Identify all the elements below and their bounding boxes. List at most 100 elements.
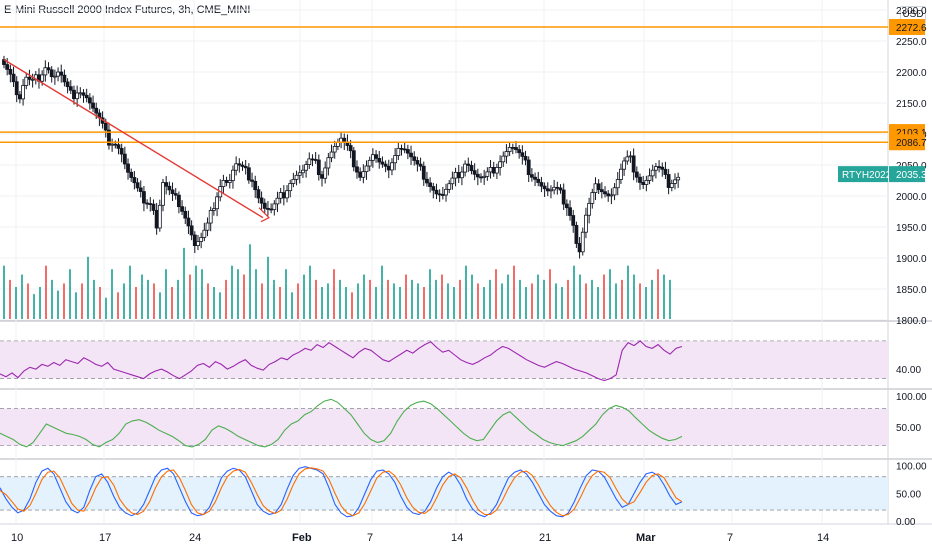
candle-body [307, 158, 312, 165]
volume-bar [567, 279, 569, 319]
candle-body [11, 73, 16, 83]
candle-body [304, 164, 309, 171]
candle-body [183, 210, 188, 219]
candle-body [460, 171, 464, 179]
candle-body [437, 193, 442, 196]
candle-body [215, 196, 219, 210]
candle-body [281, 192, 286, 199]
volume-bar [39, 287, 41, 319]
indicator-tick-label: 40.00 [896, 365, 921, 376]
candle-body [256, 189, 261, 199]
candle-body [479, 176, 483, 179]
candle-body [113, 143, 118, 146]
price-level-label: 2086.7 [896, 138, 927, 149]
candle-body [504, 151, 509, 157]
candle-body [647, 175, 652, 181]
volume-bar [555, 283, 557, 319]
candle-body [529, 174, 534, 178]
price-axis[interactable]: 2300.02250.02200.02150.02100.02050.02000… [896, 6, 927, 528]
candle-body [46, 67, 51, 71]
candle-body [606, 193, 611, 197]
volume-bar [405, 274, 407, 319]
candle-body [87, 97, 92, 104]
volume-bar [21, 274, 23, 319]
candle-body [227, 180, 232, 183]
candle-body [21, 85, 25, 100]
candle-body [405, 149, 410, 154]
volume-bar [135, 287, 137, 319]
candle-body [301, 169, 305, 174]
volume-bar [381, 265, 383, 319]
candle-body [507, 147, 512, 152]
volume-bar [195, 265, 197, 319]
candle-body [30, 78, 35, 81]
time-axis[interactable]: 10 17 24 Feb 7 14 21 Mar 7 14 [11, 532, 829, 544]
candle-body [5, 64, 10, 70]
indicator-tick-label: 50.00 [896, 489, 921, 500]
candle-body [56, 71, 60, 77]
candle-body [485, 171, 490, 177]
candle-body [514, 147, 518, 150]
volume-bar [75, 292, 77, 319]
volume-bar [441, 274, 443, 319]
price-tick-label: 1850.0 [896, 285, 927, 296]
volume-bar [111, 269, 113, 319]
candle-body [326, 157, 331, 169]
candle-body [501, 155, 506, 163]
volume-bar [45, 265, 47, 319]
volume-bar [609, 269, 611, 319]
candle-body [52, 75, 57, 78]
candle-body [367, 159, 372, 167]
volume-bar [579, 274, 581, 319]
volume-bar [471, 274, 473, 319]
time-tick-label: 14 [451, 532, 463, 544]
candle-body [126, 163, 130, 173]
volume-bar [279, 287, 281, 319]
time-tick-label: 24 [189, 532, 201, 544]
volume-bar [3, 265, 5, 319]
volume-bar [459, 279, 461, 319]
trend-line[interactable] [3, 59, 271, 223]
candle-body [472, 170, 477, 175]
candle-body [644, 180, 649, 185]
volume-bar [231, 265, 233, 319]
candle-body [666, 174, 671, 188]
candle-body [654, 166, 658, 171]
candle-body [43, 67, 48, 76]
indicator-band [0, 408, 888, 446]
volume-bar [513, 265, 515, 319]
candle-body [246, 167, 251, 181]
candle-body [186, 217, 191, 227]
candle-body [91, 102, 95, 109]
trend-line-segment [3, 59, 264, 219]
volume-bar [147, 279, 149, 319]
candle-body [590, 192, 595, 204]
candle-body [148, 203, 153, 205]
volume-bar [615, 283, 617, 319]
indicator-line [0, 466, 683, 518]
volume-bar [651, 279, 653, 319]
candle-body [272, 203, 277, 210]
candle-body [27, 76, 32, 80]
volume-bar [483, 287, 485, 319]
candle-body [164, 182, 169, 187]
volume-bar [543, 279, 545, 319]
candle-body [170, 189, 175, 194]
candle-body [669, 183, 674, 188]
volume-bar [129, 265, 131, 319]
candle-body [348, 145, 353, 152]
volume-bar [261, 283, 263, 319]
candle-body [625, 156, 630, 162]
price-levels[interactable] [0, 26, 888, 143]
candle-body [533, 176, 537, 180]
candle-body [561, 189, 566, 205]
candle-body [466, 163, 471, 166]
time-tick-label: 10 [11, 532, 23, 544]
candle-body [269, 208, 274, 211]
volume-bar [213, 287, 215, 319]
candle-body [463, 163, 468, 173]
candle-body [211, 208, 216, 211]
candle-body [431, 186, 436, 191]
candle-body [262, 202, 267, 209]
